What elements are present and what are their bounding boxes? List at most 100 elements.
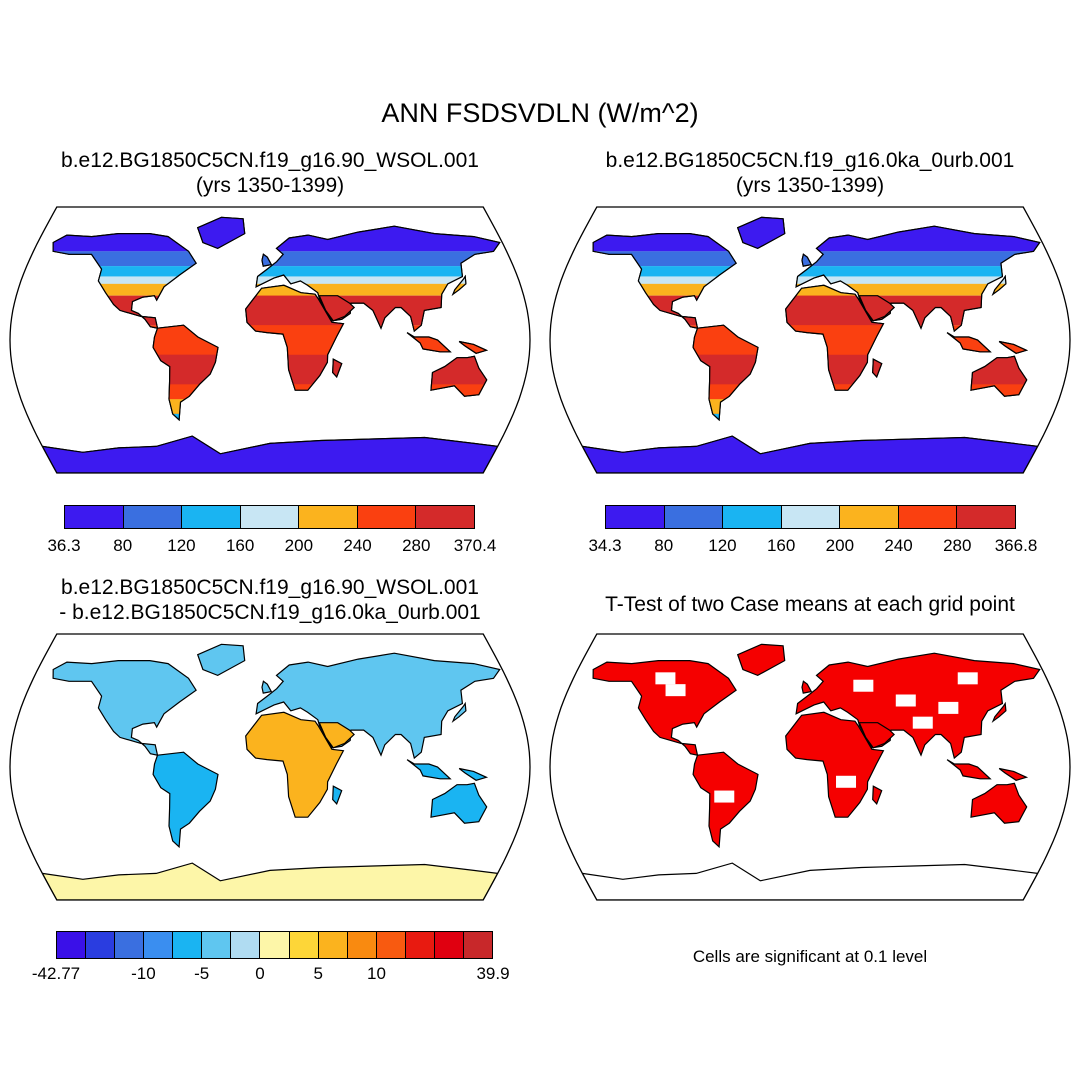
colorbar-tick-label: 240 <box>884 536 913 555</box>
field-band <box>548 399 1072 414</box>
field-band <box>8 414 532 429</box>
field-band <box>256 276 500 284</box>
field-band <box>548 414 1072 429</box>
field-band <box>802 254 812 267</box>
continent-eurasia-outline <box>255 225 501 333</box>
non-significant-cell <box>912 716 933 729</box>
field-band <box>548 399 1072 414</box>
field-band <box>548 399 1072 414</box>
field-band <box>593 266 737 277</box>
field-band <box>593 283 737 296</box>
island-indonesia-outline <box>946 332 992 353</box>
colorbar-tick-label: 10 <box>366 964 386 983</box>
field-band <box>999 341 1027 354</box>
colorbar-difference <box>56 931 493 959</box>
field-band <box>548 414 1072 429</box>
non-significant-cell <box>853 679 874 692</box>
continent-antarctica <box>581 862 1039 900</box>
continent-africa-outline <box>785 284 885 391</box>
panel-difference-title: b.e12.BG1850C5CN.f19_g16.90_WSOL.001 - b… <box>0 575 540 625</box>
panel-case2-title-line2: (yrs 1350-1399) <box>735 174 885 197</box>
colorbar-cell <box>434 932 464 958</box>
colorbar-tick-label: 200 <box>284 536 314 555</box>
field-band <box>593 276 737 284</box>
field-band <box>8 399 532 414</box>
colorbar-case1-ticks: 36.3 80 120 160 200 240 280 370.4 <box>47 536 496 558</box>
field-band <box>8 399 532 414</box>
map-border <box>9 206 531 474</box>
continent-australia-outline <box>970 355 1028 397</box>
figure-title: ANN FSDSVDLN (W/m^2) <box>381 98 699 128</box>
continent-australia <box>970 782 1028 824</box>
colorbar-cell <box>260 932 290 958</box>
colorbar-cell <box>289 932 319 958</box>
continent-africa <box>245 711 345 818</box>
field-band <box>548 414 1072 429</box>
continent-africa-outline <box>245 284 345 391</box>
field-band <box>8 399 532 414</box>
colorbar-tick-label: -5 <box>194 964 210 983</box>
field-band <box>548 399 1072 414</box>
non-significant-cell <box>895 694 916 707</box>
field-band <box>548 399 1072 414</box>
non-significant-cell <box>957 672 978 685</box>
map-border <box>549 206 1071 474</box>
map-case2 <box>548 206 1072 474</box>
colorbar-tick-label: 120 <box>708 536 737 555</box>
colorbar-cell <box>416 506 475 528</box>
colorbar-tick-label: 5 <box>313 964 323 983</box>
field-band <box>53 276 197 284</box>
continent-north-america-outline <box>592 233 737 329</box>
field-band <box>796 283 1040 296</box>
colorbar-cell <box>57 932 87 958</box>
continent-north-america <box>592 660 737 756</box>
field-band <box>548 399 1072 414</box>
field-band <box>548 399 1072 414</box>
colorbar-case2 <box>605 505 1016 529</box>
field-band <box>262 254 272 267</box>
field-band <box>693 413 758 420</box>
field-band <box>8 399 532 414</box>
ttest-significance-note: Cells are significant at 0.1 level <box>692 947 928 966</box>
colorbar-case2-ticks: 34.3 80 120 160 200 240 280 366.8 <box>588 536 1037 558</box>
island-uk <box>261 680 273 694</box>
field-band <box>42 436 498 473</box>
field-band <box>245 325 344 355</box>
colorbar-cell <box>65 506 124 528</box>
field-band <box>548 414 1072 429</box>
colorbar-tick-label: 160 <box>766 536 796 555</box>
continent-greenland-outline <box>736 216 786 250</box>
continent-eurasia <box>795 652 1041 760</box>
continent-south-america-outline <box>692 324 759 422</box>
panel-ttest-title-line1: T-Test of two Case means at each grid po… <box>605 593 1015 616</box>
field-band <box>593 233 737 252</box>
island-new-guinea <box>998 767 1029 781</box>
island-indonesia-outline <box>406 332 452 353</box>
field-band <box>8 399 532 414</box>
field-band <box>8 399 532 414</box>
colorbar-cell <box>173 932 203 958</box>
field-band <box>785 295 884 326</box>
colorbar-tick-label: 80 <box>113 536 133 555</box>
field-band <box>153 399 218 414</box>
field-band <box>53 266 197 277</box>
field-band <box>256 251 500 267</box>
colorbar-cell <box>202 932 232 958</box>
continent-australia-outline <box>430 355 488 397</box>
field-band <box>8 414 532 429</box>
field-band <box>8 414 532 429</box>
field-band <box>8 414 532 429</box>
island-madagascar-outline <box>872 358 883 379</box>
field-band <box>582 436 1038 473</box>
colorbar-cell <box>347 932 377 958</box>
continent-greenland <box>196 643 246 677</box>
field-band <box>431 356 487 385</box>
continent-eurasia <box>255 652 501 760</box>
colorbar-cell <box>357 506 417 528</box>
colorbar-tick-label: 280 <box>402 536 431 555</box>
colorbar-tick-label: 36.3 <box>47 536 81 555</box>
field-band <box>548 414 1072 429</box>
non-significant-cell <box>938 701 959 714</box>
field-band <box>8 399 532 414</box>
colorbar-tick-label: 80 <box>654 536 674 555</box>
